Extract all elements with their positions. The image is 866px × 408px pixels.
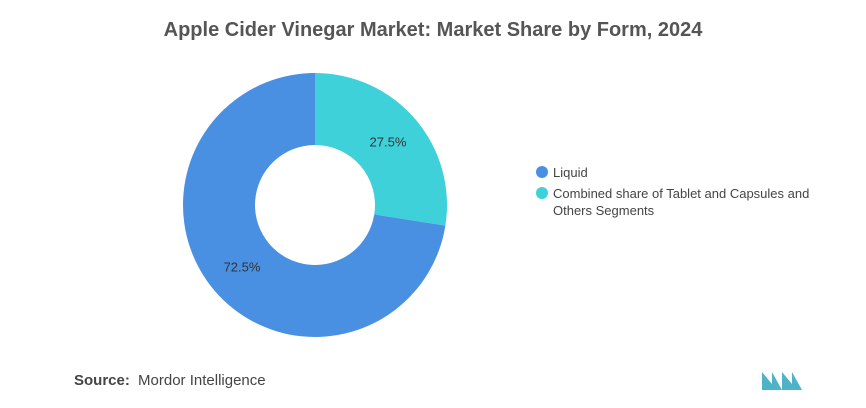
legend-item-liquid: Liquid bbox=[536, 164, 836, 181]
slice-label-combined: 27.5% bbox=[370, 135, 407, 150]
slice-liquid bbox=[183, 73, 446, 337]
chart-legend: Liquid Combined share of Tablet and Caps… bbox=[536, 164, 836, 223]
legend-swatch-combined bbox=[536, 187, 548, 199]
slice-combined bbox=[315, 73, 447, 226]
slice-label-liquid: 72.5% bbox=[224, 259, 261, 274]
legend-label-combined: Combined share of Tablet and Capsules an… bbox=[553, 186, 810, 218]
chart-title: Apple Cider Vinegar Market: Market Share… bbox=[163, 19, 703, 41]
legend-swatch-liquid bbox=[536, 166, 548, 178]
legend-label-liquid: Liquid bbox=[553, 165, 588, 180]
source-label: Source: bbox=[74, 372, 130, 389]
source-note: Source: Mordor Intelligence bbox=[74, 372, 266, 389]
legend-item-combined: Combined share of Tablet and Capsules an… bbox=[536, 185, 836, 219]
source-text: Mordor Intelligence bbox=[138, 372, 266, 389]
mordor-intelligence-logo-icon bbox=[762, 372, 802, 390]
